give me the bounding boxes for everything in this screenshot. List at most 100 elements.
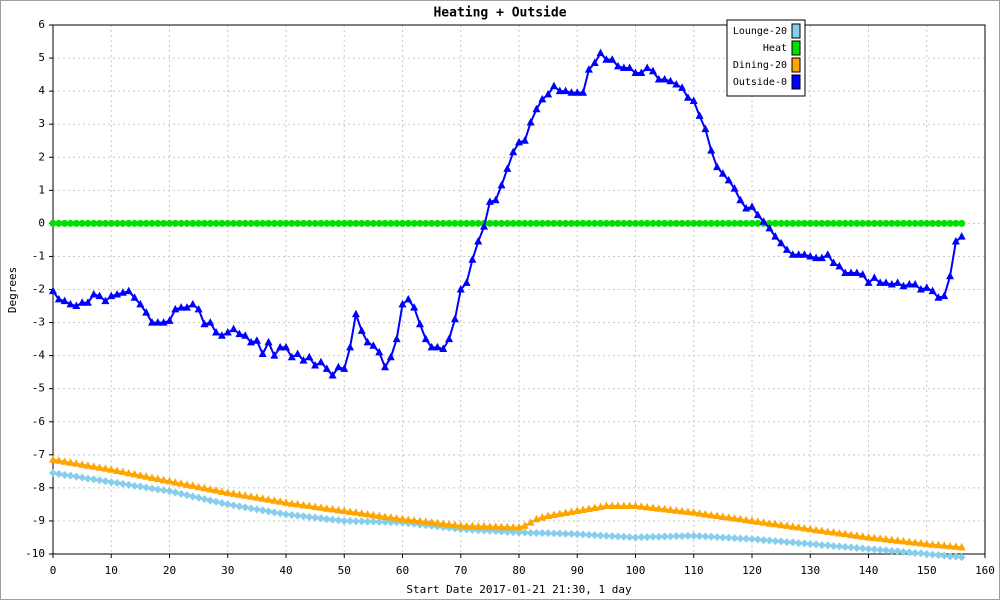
point	[544, 529, 553, 538]
point	[95, 476, 104, 485]
legend-swatch	[791, 74, 801, 90]
point	[323, 219, 331, 227]
point	[54, 294, 63, 303]
point	[724, 513, 733, 521]
point	[276, 342, 285, 351]
point	[678, 83, 687, 91]
point	[346, 219, 354, 227]
point	[439, 219, 447, 227]
point	[369, 219, 377, 227]
point	[194, 304, 203, 313]
point	[399, 219, 406, 227]
point	[794, 539, 803, 548]
point	[585, 219, 593, 227]
point	[241, 219, 249, 227]
point	[952, 219, 960, 227]
point	[235, 502, 244, 511]
point	[148, 484, 157, 493]
point	[597, 219, 605, 227]
point	[795, 219, 803, 227]
point	[451, 219, 459, 227]
point	[765, 519, 774, 527]
point	[678, 532, 687, 541]
point	[509, 523, 518, 531]
point	[491, 522, 500, 530]
y-tick-label: 2	[38, 150, 45, 163]
point	[287, 352, 296, 361]
point	[829, 542, 838, 551]
point	[136, 219, 144, 227]
point	[928, 550, 937, 559]
point	[847, 219, 855, 227]
point	[410, 516, 419, 524]
point	[328, 504, 337, 513]
point	[415, 516, 424, 525]
point	[882, 219, 890, 227]
point	[393, 219, 401, 227]
point	[492, 219, 500, 227]
point	[561, 86, 570, 95]
point	[113, 478, 122, 487]
point	[555, 529, 564, 538]
point	[649, 219, 657, 227]
point	[742, 515, 751, 524]
point	[800, 539, 809, 548]
point	[462, 278, 471, 286]
point	[177, 219, 185, 227]
x-tick-label: 70	[454, 564, 467, 577]
point	[294, 219, 302, 227]
point	[206, 496, 215, 505]
point	[89, 289, 98, 298]
point	[468, 521, 477, 530]
point	[865, 219, 872, 227]
point	[322, 504, 331, 512]
y-tick-label: 0	[38, 216, 45, 229]
point	[392, 514, 401, 522]
point	[369, 341, 378, 349]
y-tick-label: -1	[32, 249, 45, 262]
point	[631, 501, 640, 510]
point	[614, 61, 623, 70]
point	[812, 540, 821, 549]
point	[602, 219, 610, 227]
point	[78, 219, 86, 227]
point	[579, 88, 588, 96]
point	[445, 520, 454, 528]
point	[626, 219, 634, 227]
point	[235, 219, 243, 227]
x-tick-label: 10	[105, 564, 118, 577]
point	[887, 535, 896, 544]
point	[817, 253, 826, 262]
point	[888, 219, 896, 227]
point	[72, 459, 81, 467]
point	[661, 219, 669, 227]
point	[305, 512, 314, 521]
point	[806, 251, 815, 260]
point	[282, 219, 290, 227]
x-tick-label: 160	[975, 564, 995, 577]
point	[648, 532, 657, 541]
point	[859, 219, 867, 227]
point	[235, 490, 244, 498]
point	[258, 494, 267, 502]
point	[212, 219, 220, 227]
point	[742, 534, 751, 543]
point	[957, 542, 966, 551]
point	[124, 480, 133, 489]
point	[765, 536, 774, 545]
point	[841, 268, 850, 276]
point	[777, 219, 785, 227]
point	[328, 515, 337, 524]
point	[363, 509, 372, 518]
point	[351, 508, 360, 516]
point	[899, 548, 908, 557]
point	[590, 531, 599, 540]
point	[503, 164, 512, 172]
point	[858, 544, 867, 553]
point	[264, 495, 273, 503]
point	[724, 175, 733, 184]
point	[415, 319, 424, 328]
point	[951, 237, 960, 245]
point	[381, 362, 390, 371]
point	[166, 219, 173, 227]
